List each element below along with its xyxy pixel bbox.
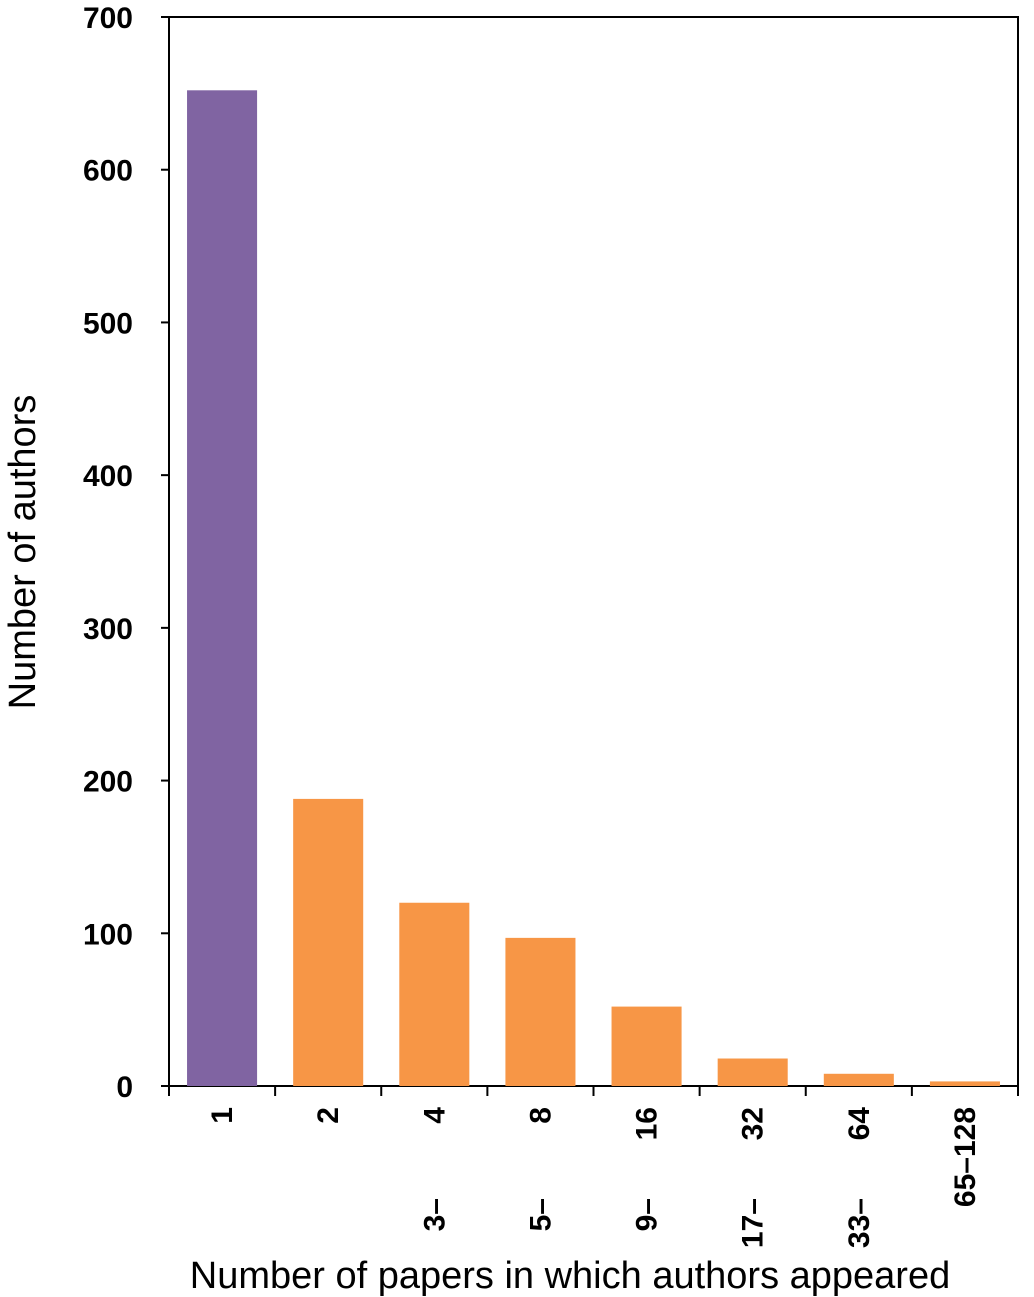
- x-tick-label: 32: [737, 1107, 770, 1140]
- bar: [929, 1081, 1000, 1086]
- plot-area: [168, 16, 1019, 1087]
- y-axis-ticks: 0 100 200 300 400 500 600 700: [83, 2, 169, 1104]
- x-tick-label: 33–: [843, 1198, 876, 1248]
- x-tick-label: 17–: [737, 1198, 770, 1248]
- x-tick-label: 4: [418, 1107, 451, 1124]
- y-axis-title: Number of authors: [2, 395, 44, 710]
- x-tick-label: 64: [843, 1107, 876, 1141]
- y-tick-label: 100: [83, 918, 133, 951]
- x-tick-label: 65–128: [949, 1107, 982, 1207]
- y-tick-label: 300: [83, 613, 133, 646]
- y-tick-label: 600: [83, 155, 133, 188]
- bar: [293, 798, 364, 1086]
- x-axis-title: Number of papers in which authors appear…: [190, 1255, 950, 1297]
- y-tick-label: 0: [116, 1071, 133, 1104]
- x-tick-label: 8: [524, 1107, 557, 1124]
- x-tick-label: 9–: [631, 1198, 664, 1231]
- bar: [187, 90, 258, 1086]
- y-tick-label: 200: [83, 766, 133, 799]
- bar: [717, 1058, 788, 1086]
- x-tick-label: 2: [312, 1107, 345, 1124]
- x-axis-ticks: 1 2 3– 4 5– 8 9– 16 17– 32 33– 64 65–128: [168, 1086, 1019, 1248]
- bar: [823, 1073, 894, 1086]
- x-tick-label: 16: [631, 1107, 664, 1140]
- bar: [611, 1006, 682, 1086]
- x-tick-label: 5–: [524, 1198, 557, 1231]
- bar: [399, 902, 470, 1086]
- y-tick-label: 500: [83, 307, 133, 340]
- bar: [505, 937, 576, 1086]
- x-tick-label: 1: [206, 1107, 239, 1124]
- y-tick-label: 700: [83, 2, 133, 35]
- y-tick-label: 400: [83, 460, 133, 493]
- x-tick-label: 3–: [418, 1198, 451, 1231]
